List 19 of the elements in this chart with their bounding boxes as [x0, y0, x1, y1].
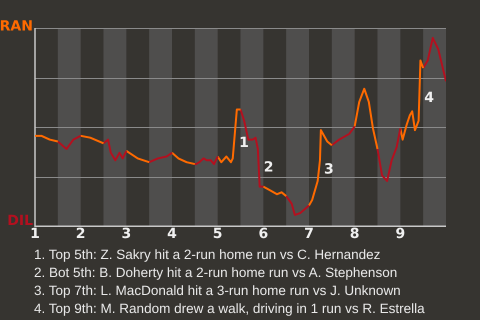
x-tick-label: 2: [76, 226, 86, 242]
text: DIL: [7, 212, 34, 229]
x-tick-label: 1: [30, 226, 40, 242]
x-tick-label: 4: [167, 226, 178, 242]
text: 2. Bot 5th: B. Doherty hit a 2-run home run vs A. Stephenson: [34, 264, 398, 282]
text: RAN: [0, 18, 33, 35]
x-tick-label: 9: [395, 226, 406, 242]
annotation: 2: [264, 159, 274, 176]
text: 1. Top 5th: Z. Sakry hit a 2-run home run vs C. Hernandez: [34, 246, 382, 264]
annotation: 3: [324, 161, 334, 178]
text: 4. Top 9th: M. Random drew a walk, driving in 1 run vs R. Estrella: [34, 300, 425, 318]
x-tick-label: 3: [121, 226, 132, 242]
x-tick-label: 7: [304, 226, 314, 242]
x-tick-label: 8: [350, 226, 360, 242]
annotation: 1: [239, 134, 249, 151]
text: 3. Top 7th: L. MacDonald hit a 3-run home run vs J. Unknown: [34, 282, 402, 300]
x-tick-label: 5: [212, 226, 223, 242]
annotation: 4: [424, 90, 434, 106]
x-tick-label: 6: [258, 226, 268, 242]
